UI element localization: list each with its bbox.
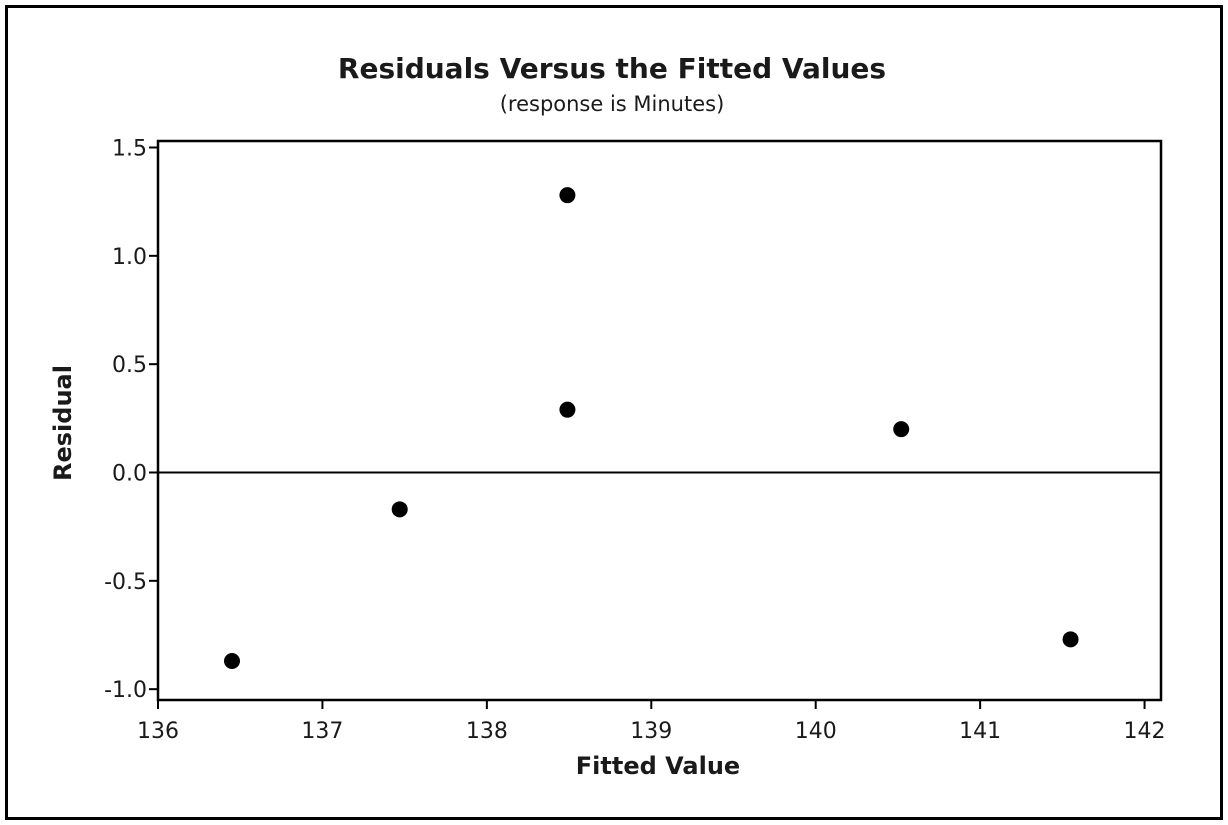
y-tick-label: -0.5 bbox=[104, 570, 147, 595]
y-axis: -1.0 -0.5 0.0 0.5 1.0 1.5 bbox=[104, 137, 158, 703]
x-tick-label: 139 bbox=[630, 719, 672, 744]
x-tick-label: 141 bbox=[959, 719, 1001, 744]
y-tick-label: 0.5 bbox=[112, 353, 147, 378]
chart-title: Residuals Versus the Fitted Values bbox=[338, 52, 886, 85]
data-point bbox=[391, 501, 408, 518]
plot-area bbox=[156, 139, 1163, 702]
y-tick-label: -1.0 bbox=[104, 678, 147, 703]
x-tick-label: 138 bbox=[466, 719, 508, 744]
x-tick-label: 137 bbox=[301, 719, 343, 744]
x-axis: 136 137 138 139 140 141 142 bbox=[137, 700, 1166, 744]
x-tick-label: 140 bbox=[795, 719, 837, 744]
y-tick-label: 0.0 bbox=[112, 462, 147, 487]
x-axis-label: Fitted Value bbox=[576, 752, 740, 780]
x-tick-label: 136 bbox=[137, 719, 179, 744]
data-point bbox=[1062, 631, 1079, 648]
data-point bbox=[559, 187, 576, 204]
chart-subtitle: (response is Minutes) bbox=[500, 92, 725, 116]
x-tick-label: 142 bbox=[1124, 719, 1166, 744]
y-tick-label: 1.0 bbox=[112, 245, 147, 270]
data-point bbox=[559, 401, 576, 418]
y-axis-label: Residual bbox=[49, 365, 77, 481]
data-point bbox=[223, 653, 240, 669]
data-point bbox=[893, 421, 910, 438]
scatter-points bbox=[223, 187, 1079, 669]
y-tick-label: 1.5 bbox=[112, 137, 147, 162]
